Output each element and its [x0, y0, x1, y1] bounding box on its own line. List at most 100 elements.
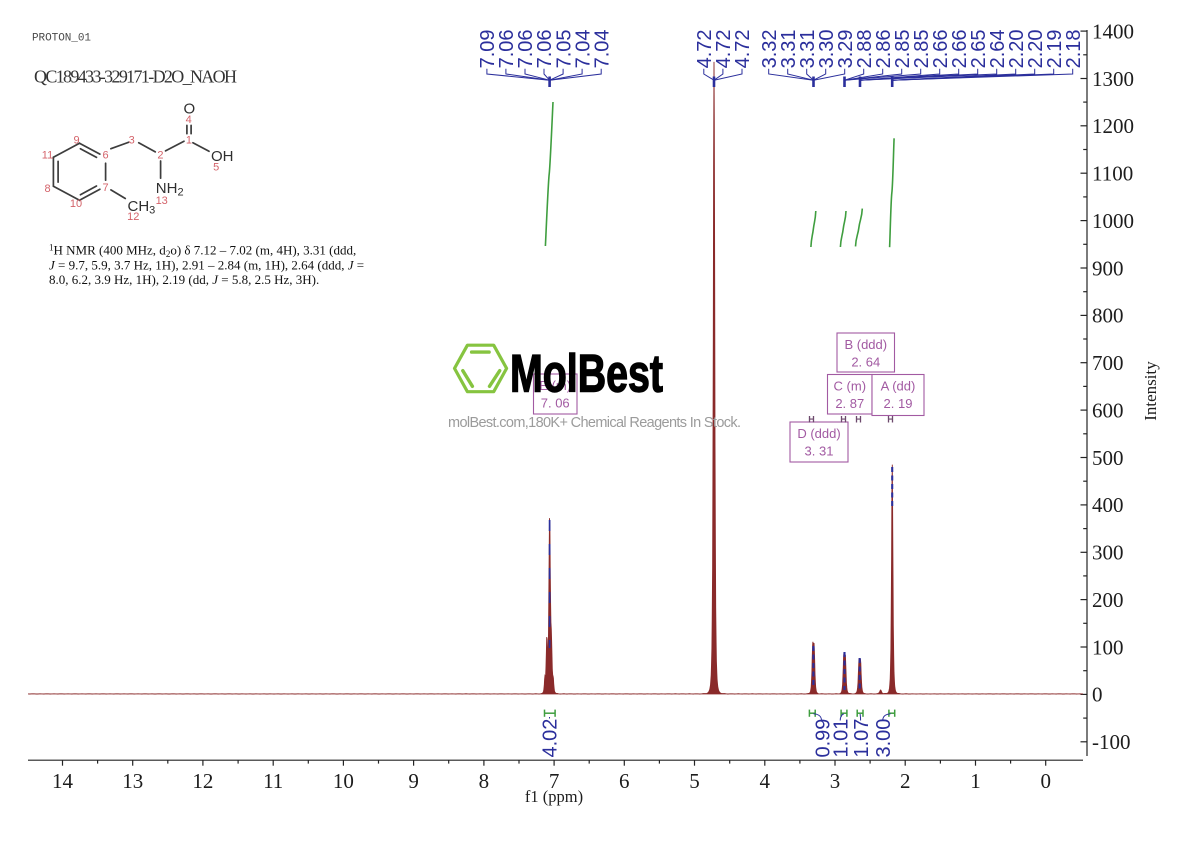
svg-text:1200: 1200	[1092, 114, 1134, 138]
svg-text:2: 2	[900, 769, 911, 793]
svg-text:D (ddd): D (ddd)	[797, 426, 840, 441]
svg-text:1100: 1100	[1092, 162, 1133, 186]
svg-text:3.31: 3.31	[797, 29, 819, 68]
svg-text:2.20: 2.20	[1006, 29, 1028, 68]
svg-text:2. 87: 2. 87	[835, 396, 864, 411]
svg-text:2: 2	[157, 150, 163, 162]
svg-text:1: 1	[970, 769, 981, 793]
svg-text:Intensity: Intensity	[1141, 361, 1160, 421]
svg-text:4: 4	[760, 769, 771, 793]
svg-text:500: 500	[1092, 446, 1124, 470]
svg-text:4.02: 4.02	[540, 719, 562, 758]
svg-text:4: 4	[186, 114, 192, 126]
svg-text:2.66: 2.66	[930, 29, 952, 68]
svg-text:7.05: 7.05	[553, 29, 575, 68]
svg-text:3: 3	[129, 135, 135, 147]
svg-text:3.30: 3.30	[816, 29, 838, 68]
svg-text:9: 9	[73, 134, 79, 146]
svg-text:0.99: 0.99	[813, 719, 835, 758]
svg-text:4.72: 4.72	[713, 29, 735, 68]
svg-text:1H NMR (400 MHz, d2o) δ 7.12 –: 1H NMR (400 MHz, d2o) δ 7.12 – 7.02 (m, …	[49, 243, 356, 260]
svg-text:H: H	[887, 415, 894, 425]
svg-text:700: 700	[1092, 351, 1124, 375]
svg-text:QC189433-329171-D2O_NAOH: QC189433-329171-D2O_NAOH	[34, 67, 237, 87]
svg-text:1.07: 1.07	[851, 719, 873, 758]
svg-text:7.06: 7.06	[534, 29, 556, 68]
svg-text:100: 100	[1092, 635, 1124, 659]
svg-text:8.0, 6.2, 3.9 Hz, 1H), 2.19 (d: 8.0, 6.2, 3.9 Hz, 1H), 2.19 (dd, J = 5.8…	[49, 272, 319, 287]
svg-text:13: 13	[156, 195, 168, 207]
svg-text:2.19: 2.19	[1044, 29, 1066, 68]
svg-text:800: 800	[1092, 304, 1124, 328]
svg-text:3.29: 3.29	[835, 29, 857, 68]
svg-text:2.20: 2.20	[1025, 29, 1047, 68]
svg-text:CH3: CH3	[128, 198, 156, 217]
svg-text:2. 64: 2. 64	[851, 355, 880, 370]
svg-text:7: 7	[102, 182, 108, 194]
svg-text:MolBest: MolBest	[510, 345, 663, 404]
svg-text:6: 6	[619, 769, 630, 793]
svg-text:OH: OH	[211, 148, 234, 165]
svg-text:600: 600	[1092, 398, 1124, 422]
svg-text:C (m): C (m)	[834, 379, 867, 394]
svg-text:0: 0	[1040, 769, 1051, 793]
svg-text:1000: 1000	[1092, 209, 1134, 233]
svg-text:2.85: 2.85	[911, 29, 933, 68]
svg-text:7. 06: 7. 06	[541, 396, 570, 411]
svg-text:10: 10	[70, 198, 82, 210]
svg-text:8: 8	[44, 183, 50, 195]
svg-text:4.72: 4.72	[732, 29, 754, 68]
svg-text:3.32: 3.32	[759, 29, 781, 68]
svg-text:11: 11	[42, 149, 53, 161]
svg-text:12: 12	[192, 769, 213, 793]
svg-text:molBest.com,180K+ Chemical Rea: molBest.com,180K+ Chemical Reagents In S…	[448, 415, 741, 431]
svg-text:1.01: 1.01	[831, 719, 853, 758]
svg-text:f1 (ppm): f1 (ppm)	[525, 787, 583, 806]
svg-text:A (dd): A (dd)	[881, 379, 916, 394]
svg-text:E (m): E (m)	[539, 378, 571, 393]
svg-text:O: O	[184, 101, 196, 118]
svg-text:1400: 1400	[1092, 19, 1134, 43]
svg-text:3: 3	[830, 769, 841, 793]
svg-text:7.04: 7.04	[591, 29, 613, 68]
svg-text:3. 31: 3. 31	[805, 444, 834, 459]
svg-text:2. 19: 2. 19	[884, 396, 913, 411]
svg-text:5: 5	[689, 769, 700, 793]
svg-text:PROTON_01: PROTON_01	[32, 32, 91, 44]
svg-text:8: 8	[479, 769, 490, 793]
svg-text:7.04: 7.04	[572, 29, 594, 68]
svg-text:2.64: 2.64	[987, 29, 1009, 68]
svg-text:9: 9	[408, 769, 419, 793]
svg-text:2.18: 2.18	[1063, 29, 1085, 68]
svg-text:B (ddd): B (ddd)	[844, 337, 887, 352]
svg-text:900: 900	[1092, 256, 1124, 280]
svg-text:13: 13	[122, 769, 143, 793]
svg-text:7.09: 7.09	[477, 29, 499, 68]
svg-text:-100: -100	[1092, 730, 1131, 754]
svg-text:7: 7	[549, 769, 560, 793]
svg-text:6: 6	[102, 150, 108, 162]
svg-text:300: 300	[1092, 541, 1124, 565]
svg-text:1300: 1300	[1092, 67, 1134, 91]
svg-text:7.06: 7.06	[496, 29, 518, 68]
svg-text:2.66: 2.66	[949, 29, 971, 68]
svg-text:H: H	[855, 415, 862, 425]
svg-text:J = 9.7, 5.9, 3.7 Hz, 1H), 2.9: J = 9.7, 5.9, 3.7 Hz, 1H), 2.91 – 2.84 (…	[49, 257, 364, 272]
svg-text:400: 400	[1092, 493, 1124, 517]
svg-text:1: 1	[186, 135, 192, 147]
svg-text:3.00: 3.00	[873, 719, 895, 758]
svg-text:H: H	[808, 415, 815, 425]
svg-text:2.86: 2.86	[873, 29, 895, 68]
svg-text:2.88: 2.88	[854, 29, 876, 68]
svg-text:4.72: 4.72	[694, 29, 716, 68]
svg-text:H: H	[840, 415, 847, 425]
svg-text:14: 14	[52, 769, 74, 793]
svg-text:7.06: 7.06	[515, 29, 537, 68]
svg-text:2.85: 2.85	[892, 29, 914, 68]
svg-text:2.65: 2.65	[968, 29, 990, 68]
svg-text:NH2: NH2	[156, 180, 184, 199]
svg-text:11: 11	[263, 769, 283, 793]
svg-text:5: 5	[213, 162, 219, 174]
svg-text:12: 12	[127, 211, 139, 223]
svg-text:200: 200	[1092, 588, 1124, 612]
